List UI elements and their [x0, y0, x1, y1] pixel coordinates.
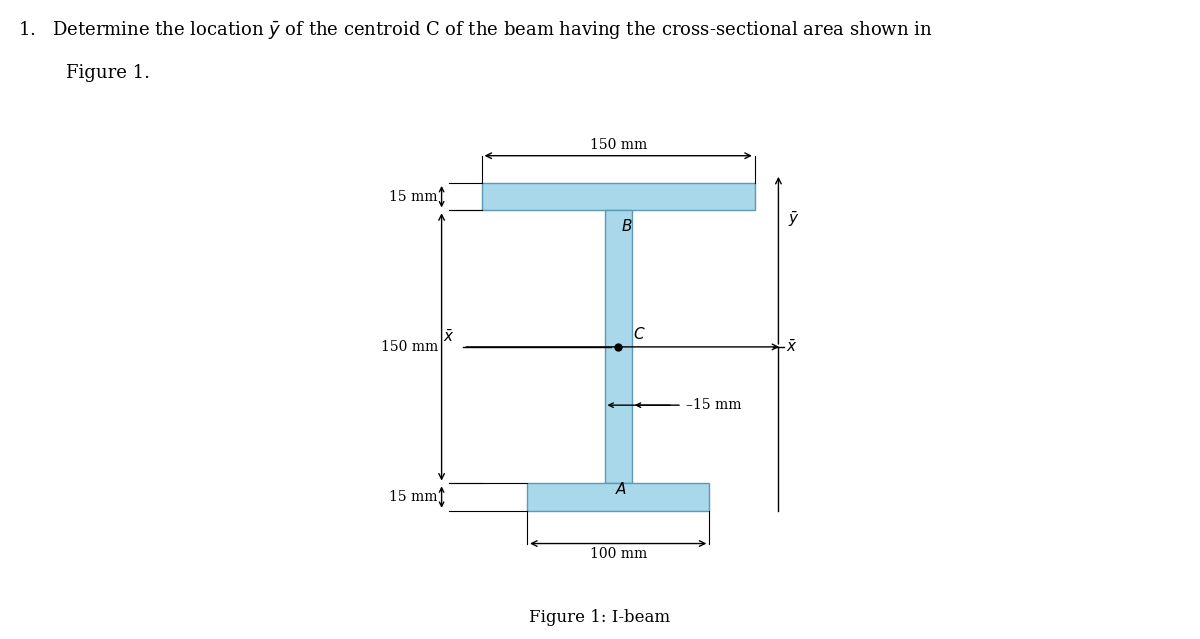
Text: 100 mm: 100 mm — [589, 547, 647, 561]
Text: $\bar{x}$: $\bar{x}$ — [443, 329, 455, 345]
Text: $B$: $B$ — [620, 218, 632, 234]
Bar — [605, 210, 632, 484]
Text: –15 mm: –15 mm — [685, 398, 742, 412]
Text: 1.   Determine the location $\bar{y}$ of the centroid C of the beam having the c: 1. Determine the location $\bar{y}$ of t… — [18, 19, 932, 41]
Text: 150 mm: 150 mm — [589, 138, 647, 152]
Text: 150 mm: 150 mm — [380, 340, 438, 354]
Text: $\bar{y}$: $\bar{y}$ — [787, 210, 799, 229]
Text: Figure 1.: Figure 1. — [66, 64, 150, 82]
Text: 15 mm: 15 mm — [390, 190, 438, 204]
Bar — [481, 183, 755, 210]
Bar — [527, 484, 709, 511]
Text: $C$: $C$ — [632, 326, 646, 342]
Text: $\bar{x}$: $\bar{x}$ — [786, 339, 797, 355]
Text: Figure 1: I-beam: Figure 1: I-beam — [529, 609, 671, 626]
Text: 15 mm: 15 mm — [390, 490, 438, 504]
Text: $A$: $A$ — [614, 481, 628, 497]
